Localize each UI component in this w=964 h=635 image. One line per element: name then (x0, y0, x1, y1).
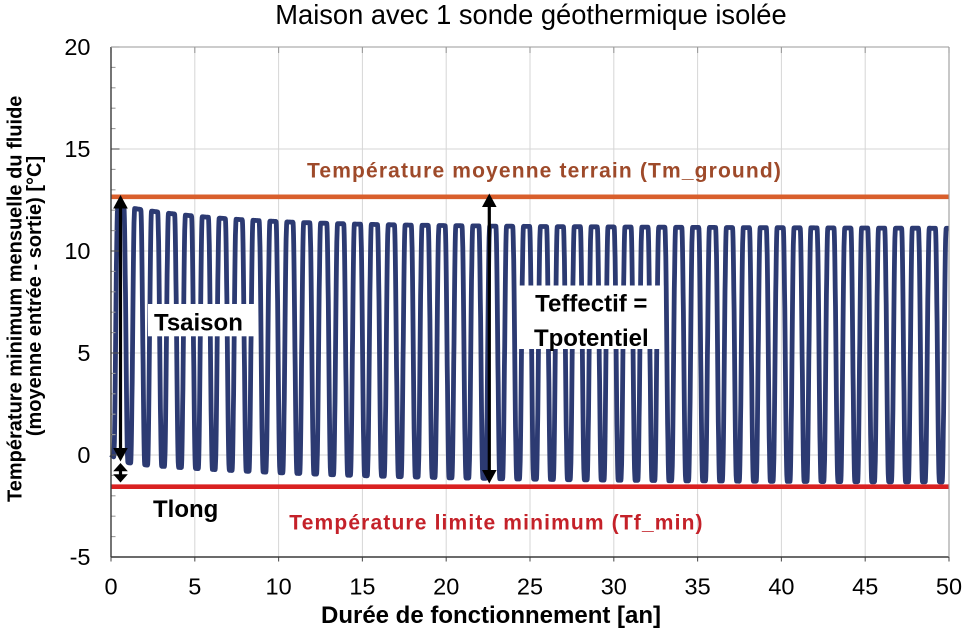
svg-text:15: 15 (349, 574, 375, 600)
svg-text:10: 10 (266, 574, 292, 600)
svg-text:0: 0 (104, 574, 117, 600)
svg-text:Tsaison: Tsaison (154, 310, 243, 337)
svg-text:35: 35 (685, 574, 711, 600)
svg-text:50: 50 (936, 574, 962, 600)
svg-text:20: 20 (433, 574, 459, 600)
svg-text:Maison avec 1 sonde géothermiq: Maison avec 1 sonde géothermique isolée (275, 0, 786, 30)
svg-text:5: 5 (77, 340, 90, 366)
svg-text:10: 10 (64, 238, 90, 264)
svg-text:Température minimum mensuelle: Température minimum mensuelle du fluide … (4, 90, 46, 502)
svg-text:Teffectif =: Teffectif = (535, 291, 647, 318)
svg-text:30: 30 (601, 574, 627, 600)
svg-text:45: 45 (852, 574, 878, 600)
svg-text:Tpotentiel: Tpotentiel (534, 325, 649, 352)
svg-text:Durée de fonctionnement [an]: Durée de fonctionnement [an] (321, 602, 661, 629)
svg-text:25: 25 (517, 574, 543, 600)
svg-text:Température limite minimum (Tf: Température limite minimum (Tf_min) (289, 512, 703, 535)
svg-text:5: 5 (188, 574, 201, 600)
svg-text:Température moyenne terrain (T: Température moyenne terrain (Tm_ground) (307, 160, 782, 183)
svg-text:0: 0 (77, 442, 90, 468)
svg-text:20: 20 (64, 34, 90, 60)
svg-text:-5: -5 (70, 544, 91, 570)
svg-text:15: 15 (64, 136, 90, 162)
svg-text:40: 40 (768, 574, 794, 600)
svg-text:Tlong: Tlong (153, 496, 218, 523)
